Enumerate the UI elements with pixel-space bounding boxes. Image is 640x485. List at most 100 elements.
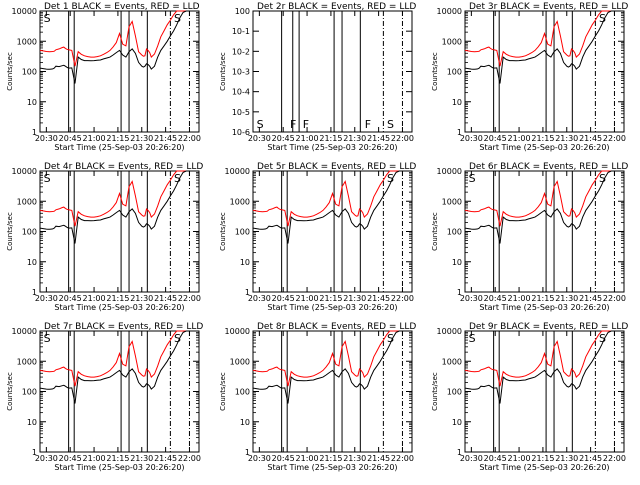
- x-tick-label: 21:45: [367, 454, 390, 463]
- y-tick-label: 10: [27, 258, 37, 267]
- y-tick-label: 1: [457, 288, 462, 297]
- y-axis-label: Counts/sec: [219, 372, 227, 411]
- series-line-events: [252, 330, 412, 404]
- y-tick-label: 1000: [230, 197, 250, 206]
- series-line-events: [464, 330, 624, 404]
- series-line-lld: [464, 170, 624, 227]
- panel-title: Det 3r BLACK = Events, RED = LLD: [469, 2, 628, 12]
- x-tick-label: 21:00: [296, 294, 319, 303]
- series-line-events: [464, 170, 624, 244]
- x-tick-label: 20:30: [460, 454, 483, 463]
- y-tick-label: 100: [235, 388, 250, 397]
- x-tick-label: 20:45: [59, 294, 82, 303]
- y-tick-label: 100: [447, 388, 462, 397]
- plot-frame: [39, 10, 200, 133]
- plot-frame: [252, 330, 413, 453]
- x-tick-label: 22:00: [603, 134, 626, 143]
- x-tick-label: 20:45: [272, 294, 295, 303]
- plot-frame: [39, 330, 200, 453]
- series-line-events: [252, 170, 412, 244]
- x-tick-label: 21:45: [579, 294, 602, 303]
- y-tick-label: 10: [240, 258, 250, 267]
- marker-letter: S: [44, 12, 51, 25]
- y-tick-label: 10000: [225, 167, 250, 176]
- x-axis-label: Start Time (25-Sep-03 20:26:20): [54, 303, 184, 312]
- marker-letter: S: [174, 172, 181, 185]
- x-axis-label: Start Time (25-Sep-03 20:26:20): [267, 143, 397, 152]
- marker-letter: S: [599, 172, 606, 185]
- y-tick-label: 10-1: [232, 27, 250, 36]
- y-axis-label: Counts/sec: [6, 52, 14, 91]
- x-tick-label: 21:00: [296, 134, 319, 143]
- y-tick-label: 10000: [437, 7, 462, 16]
- panel-9: Det 9r BLACK = Events, RED = LLD Counts/s…: [431, 322, 628, 472]
- x-axis-label: Start Time (25-Sep-03 20:26:20): [479, 463, 609, 472]
- x-tick-label: 21:15: [531, 134, 554, 143]
- x-tick-label: 21:15: [319, 454, 342, 463]
- y-axis-label: Counts/sec: [431, 372, 439, 411]
- series-line-events: [464, 10, 624, 84]
- x-tick-label: 20:30: [35, 294, 58, 303]
- marker-letter: S: [387, 172, 394, 185]
- x-tick-label: 22:00: [603, 454, 626, 463]
- y-tick-label: 1: [457, 128, 462, 137]
- series-line-lld: [252, 330, 412, 387]
- x-tick-label: 21:45: [154, 134, 177, 143]
- plot-frame: [252, 10, 413, 133]
- y-tick-label: 10000: [437, 327, 462, 336]
- panel-6: Det 6r BLACK = Events, RED = LLD Counts/s…: [431, 162, 628, 312]
- series-line-lld: [39, 170, 199, 227]
- x-tick-label: 21:45: [367, 294, 390, 303]
- y-tick-label: 1000: [442, 197, 462, 206]
- x-tick-label: 21:30: [343, 134, 366, 143]
- x-tick-label: 21:00: [508, 294, 531, 303]
- x-tick-label: 21:00: [296, 454, 319, 463]
- panel-2: Det 2r BLACK = Events, RED = LLD Counts/s…: [219, 2, 416, 152]
- y-tick-label: 10: [27, 418, 37, 427]
- x-tick-label: 21:30: [130, 294, 153, 303]
- plot-frame: [39, 170, 200, 293]
- x-tick-label: 22:00: [178, 134, 201, 143]
- y-tick-label: 10-4: [232, 88, 250, 97]
- x-tick-label: 22:00: [178, 294, 201, 303]
- series-line-lld: [464, 10, 624, 67]
- marker-letter: S: [469, 172, 476, 185]
- marker-letter: S: [599, 12, 606, 25]
- series-line-lld: [464, 330, 624, 387]
- x-tick-label: 20:30: [35, 454, 58, 463]
- y-tick-label: 1: [32, 128, 37, 137]
- marker-letter: S: [174, 12, 181, 25]
- marker-letter: S: [174, 332, 181, 345]
- x-tick-label: 22:00: [391, 294, 414, 303]
- y-axis-label: Counts/sec: [219, 212, 227, 251]
- x-tick-label: 21:45: [579, 454, 602, 463]
- x-tick-label: 21:00: [83, 134, 106, 143]
- panel-title: Det 8r BLACK = Events, RED = LLD: [257, 322, 416, 332]
- x-tick-label: 22:00: [391, 454, 414, 463]
- x-tick-label: 21:15: [106, 134, 129, 143]
- panel-title: Det 9r BLACK = Events, RED = LLD: [469, 322, 628, 332]
- x-tick-label: 20:30: [460, 134, 483, 143]
- y-tick-label: 10000: [12, 167, 37, 176]
- y-tick-label: 1: [32, 448, 37, 457]
- y-tick-label: 10: [240, 418, 250, 427]
- y-tick-label: 1: [245, 288, 250, 297]
- y-tick-label: 10000: [225, 327, 250, 336]
- x-tick-label: 20:45: [484, 454, 507, 463]
- plot-frame: [464, 170, 625, 293]
- marker-letter: F: [303, 118, 309, 131]
- y-tick-label: 1000: [17, 197, 37, 206]
- y-tick-label: 1: [457, 448, 462, 457]
- y-tick-label: 10: [452, 258, 462, 267]
- y-tick-label: 1000: [442, 357, 462, 366]
- x-axis-label: Start Time (25-Sep-03 20:26:20): [54, 463, 184, 472]
- x-tick-label: 21:15: [319, 294, 342, 303]
- x-tick-label: 20:30: [35, 134, 58, 143]
- x-tick-label: 21:00: [508, 454, 531, 463]
- panel-title: Det 2r BLACK = Events, RED = LLD: [257, 2, 416, 12]
- marker-letter: F: [290, 118, 296, 131]
- y-tick-label: 1: [245, 448, 250, 457]
- marker-letter: S: [44, 332, 51, 345]
- y-axis-label: Counts/sec: [6, 212, 14, 251]
